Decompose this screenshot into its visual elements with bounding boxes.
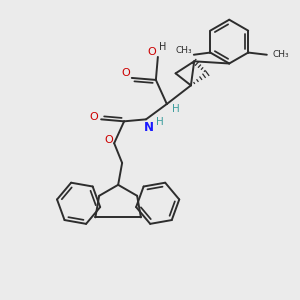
Text: CH₃: CH₃ [273, 50, 290, 59]
Text: H: H [156, 117, 164, 127]
Text: O: O [148, 47, 156, 57]
Text: O: O [122, 68, 130, 78]
Text: N: N [144, 121, 154, 134]
Text: H: H [172, 104, 180, 114]
Text: O: O [90, 112, 98, 122]
Text: H: H [159, 42, 167, 52]
Text: O: O [105, 135, 114, 145]
Text: CH₃: CH₃ [175, 46, 192, 55]
